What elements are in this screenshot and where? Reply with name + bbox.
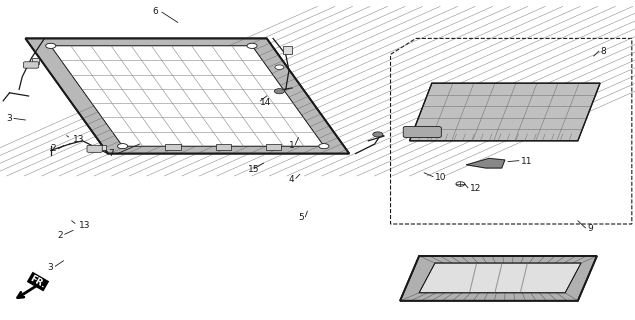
Text: 7: 7 bbox=[108, 149, 114, 158]
Text: 15: 15 bbox=[248, 165, 259, 174]
Text: 13: 13 bbox=[79, 221, 91, 230]
Text: 11: 11 bbox=[521, 157, 532, 166]
Text: 12: 12 bbox=[470, 184, 481, 193]
Circle shape bbox=[319, 144, 329, 149]
Polygon shape bbox=[419, 263, 581, 293]
Text: 5: 5 bbox=[298, 213, 304, 222]
Text: 3: 3 bbox=[48, 263, 53, 272]
Text: 10: 10 bbox=[435, 173, 446, 182]
Text: 14: 14 bbox=[260, 98, 272, 107]
Polygon shape bbox=[25, 38, 349, 154]
Polygon shape bbox=[410, 83, 600, 141]
Text: 9: 9 bbox=[587, 224, 593, 233]
Text: 1: 1 bbox=[289, 141, 295, 150]
Text: 13: 13 bbox=[73, 135, 84, 144]
Text: 3: 3 bbox=[6, 114, 12, 123]
Bar bbox=[98, 145, 106, 150]
FancyBboxPatch shape bbox=[23, 62, 39, 68]
Circle shape bbox=[275, 65, 284, 69]
Polygon shape bbox=[400, 256, 597, 301]
Bar bbox=[165, 144, 180, 150]
Text: 4: 4 bbox=[289, 175, 295, 184]
Circle shape bbox=[46, 43, 56, 48]
Text: 8: 8 bbox=[601, 47, 606, 56]
Text: 2: 2 bbox=[57, 231, 63, 240]
Polygon shape bbox=[51, 46, 324, 146]
Bar bbox=[32, 58, 39, 64]
Bar bbox=[283, 46, 292, 54]
Circle shape bbox=[456, 182, 465, 186]
Circle shape bbox=[117, 144, 128, 149]
Text: 2: 2 bbox=[51, 144, 57, 153]
Circle shape bbox=[274, 89, 284, 94]
Circle shape bbox=[247, 43, 257, 48]
FancyBboxPatch shape bbox=[403, 126, 441, 138]
Text: 6: 6 bbox=[152, 7, 158, 16]
Polygon shape bbox=[51, 46, 324, 146]
Polygon shape bbox=[467, 158, 505, 168]
FancyBboxPatch shape bbox=[87, 145, 102, 152]
Circle shape bbox=[373, 132, 383, 137]
Text: FR.: FR. bbox=[29, 274, 48, 290]
Bar bbox=[216, 144, 231, 150]
Bar bbox=[266, 144, 281, 150]
